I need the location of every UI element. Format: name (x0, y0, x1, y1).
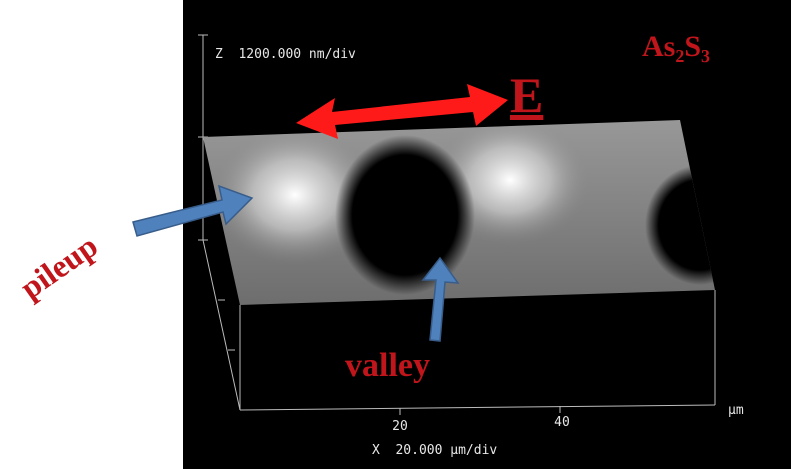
x-unit: µm (728, 403, 744, 418)
field-label: E (510, 67, 543, 123)
x-scale: X 20.000 µm/div (372, 443, 497, 458)
page: Z 1200.000 nm/div As₂S₃ E pileup valley … (0, 0, 791, 469)
figure: Z 1200.000 nm/div As₂S₃ E pileup valley … (0, 0, 791, 469)
z-scale: Z 1200.000 nm/div (215, 47, 356, 62)
surface (190, 110, 755, 320)
x-tick-label: 40 (554, 415, 570, 430)
material-label: As₂S₃ (642, 30, 710, 63)
pileup-label: pileup (13, 227, 104, 305)
x-tick-label: 20 (392, 419, 408, 434)
valley-label: valley (345, 347, 430, 384)
